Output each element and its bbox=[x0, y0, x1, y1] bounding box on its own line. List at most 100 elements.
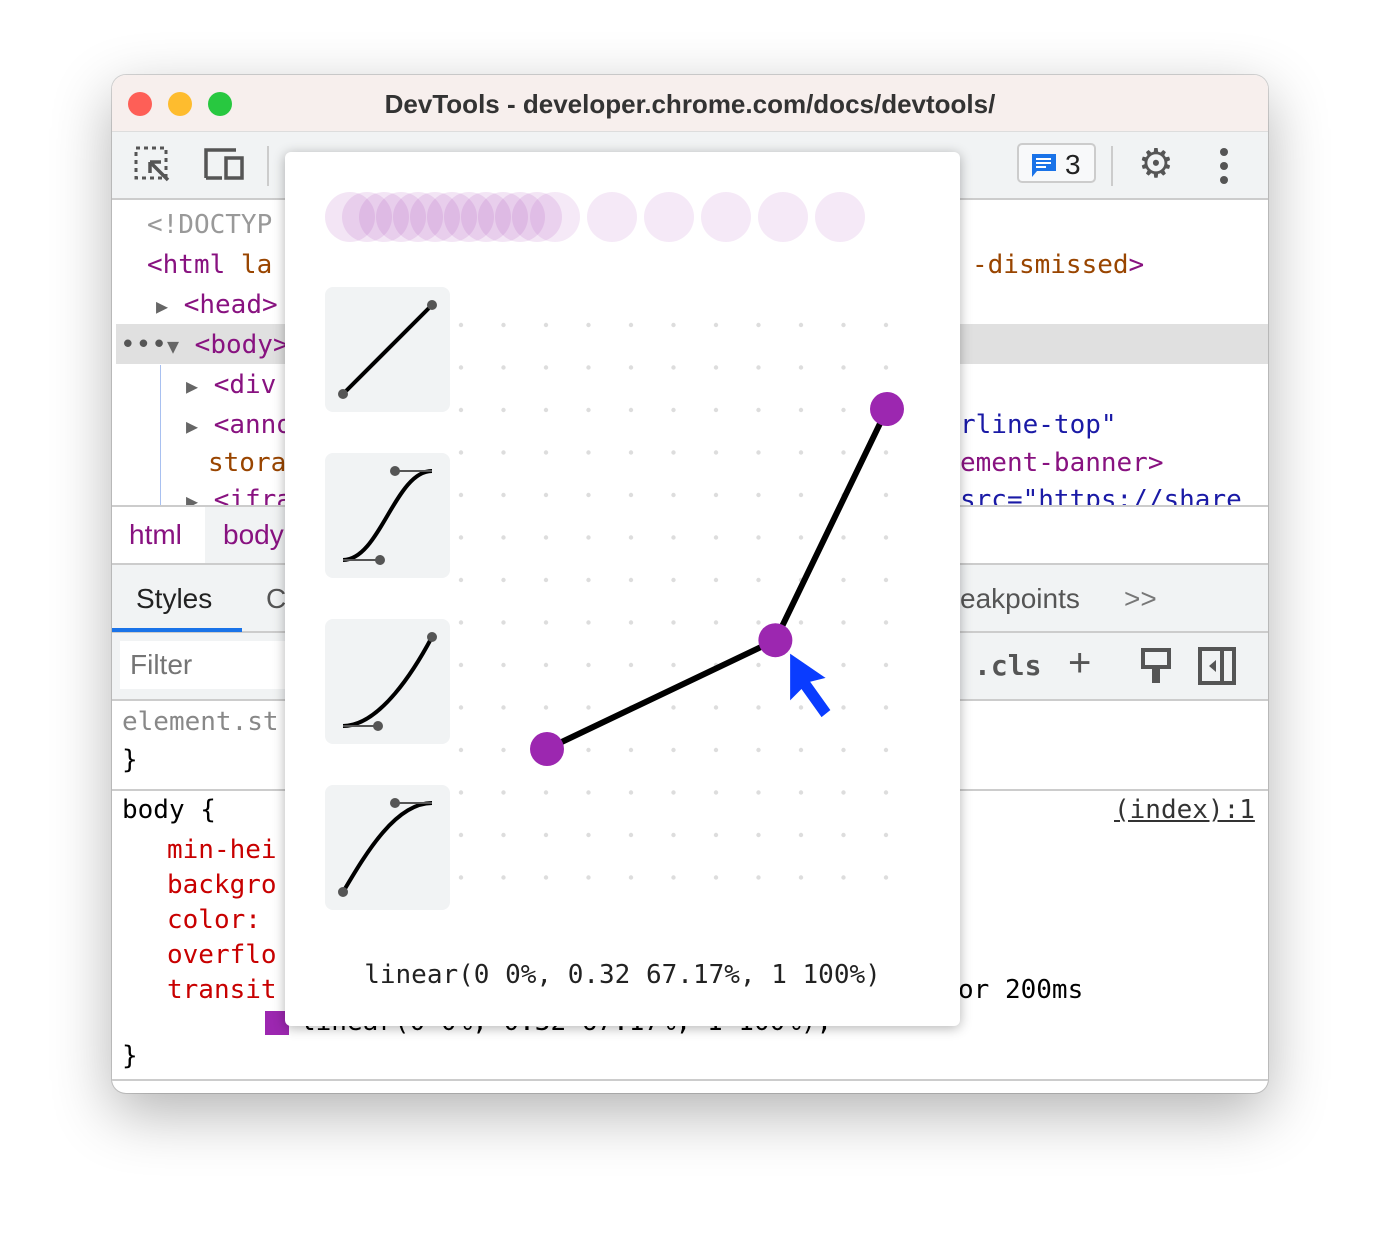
source-link[interactable]: (index):1 bbox=[1114, 795, 1255, 825]
grid-dot bbox=[756, 662, 761, 668]
grid-dot bbox=[543, 322, 549, 328]
grid-dot bbox=[756, 365, 761, 370]
grid-dot bbox=[713, 832, 719, 838]
doctype-node[interactable]: <!DOCTYP bbox=[147, 210, 273, 240]
grid-dot bbox=[883, 875, 889, 880]
preview-circle bbox=[587, 192, 637, 242]
issues-button[interactable]: 3 bbox=[1017, 143, 1096, 183]
linear-easing-graph[interactable] bbox=[285, 152, 960, 952]
preview-ghost-circle bbox=[495, 192, 545, 242]
grid-dot bbox=[798, 747, 804, 753]
grid-dot bbox=[841, 705, 846, 710]
grid-dot bbox=[713, 322, 719, 328]
preview-ghost-circle bbox=[325, 192, 375, 242]
expand-triangle-icon[interactable]: ▶ bbox=[186, 374, 199, 398]
toolbar-divider bbox=[267, 146, 269, 186]
grid-dot bbox=[798, 620, 804, 625]
ease-out-curve-icon bbox=[338, 798, 433, 897]
grid-dot bbox=[671, 875, 676, 880]
animation-preview[interactable] bbox=[285, 152, 960, 262]
grid-dot bbox=[543, 535, 549, 540]
paint-brush-icon[interactable] bbox=[1140, 647, 1172, 687]
preset-ease-out[interactable] bbox=[325, 785, 450, 910]
grid-dot bbox=[756, 620, 761, 625]
grid-dot bbox=[458, 365, 464, 370]
css-property[interactable]: transit bbox=[167, 975, 277, 1005]
toggle-sidebar-icon[interactable] bbox=[1198, 647, 1236, 685]
grid-dot bbox=[501, 620, 506, 625]
new-style-rule-icon[interactable]: + bbox=[1068, 641, 1092, 685]
css-property[interactable]: backgro bbox=[167, 870, 277, 900]
head-node[interactable]: ▶ <head> bbox=[156, 290, 278, 320]
ease-in-out-curve-icon bbox=[342, 466, 433, 565]
grid-dot bbox=[671, 705, 676, 710]
grid-dot bbox=[586, 450, 591, 455]
grid-dot bbox=[586, 620, 591, 625]
active-tab-indicator bbox=[112, 628, 242, 632]
announcement-node[interactable]: ▶ <anno bbox=[186, 410, 292, 440]
preview-ghost-circle bbox=[478, 192, 528, 242]
grid-dot bbox=[756, 535, 761, 540]
iframe-node[interactable]: ▶ <ifra bbox=[186, 485, 292, 505]
grid-dot bbox=[628, 450, 634, 455]
grid-dot bbox=[671, 365, 676, 370]
breadcrumb-html[interactable]: html bbox=[129, 519, 182, 550]
expand-triangle-icon[interactable]: ▶ bbox=[156, 294, 169, 318]
preset-ease-in[interactable] bbox=[325, 619, 450, 744]
settings-gear-icon[interactable]: ⚙ bbox=[1138, 142, 1174, 186]
grid-dot bbox=[713, 492, 719, 498]
body-node[interactable]: •••▼ <body> bbox=[120, 330, 289, 360]
div-node[interactable]: ▶ <div bbox=[186, 370, 276, 400]
css-property[interactable]: color: bbox=[167, 905, 261, 935]
collapse-triangle-icon[interactable]: ▼ bbox=[166, 334, 180, 358]
css-property[interactable]: min-hei bbox=[167, 835, 277, 865]
inspect-element-icon[interactable] bbox=[134, 146, 172, 184]
device-toggle-icon[interactable] bbox=[202, 146, 246, 184]
preview-ghost-circle bbox=[376, 192, 426, 242]
grid-dot bbox=[543, 705, 549, 710]
minimize-window-button[interactable] bbox=[168, 92, 192, 116]
grid-dot bbox=[841, 535, 846, 540]
html-node-tail: -dismissed> bbox=[972, 250, 1144, 280]
html-node[interactable]: <html la bbox=[147, 250, 272, 280]
control-point-handle[interactable] bbox=[758, 623, 793, 658]
grid-dot bbox=[841, 577, 846, 583]
grid-dot bbox=[798, 705, 804, 710]
end-brace: } bbox=[122, 1041, 138, 1071]
more-dots-icon[interactable]: ••• bbox=[120, 330, 167, 360]
grid-dot bbox=[543, 832, 549, 838]
css-property[interactable]: overflo bbox=[167, 940, 277, 970]
grid-dot bbox=[458, 492, 464, 498]
close-window-button[interactable] bbox=[128, 92, 152, 116]
tab-computed[interactable]: C bbox=[266, 583, 287, 614]
grid-dot bbox=[713, 535, 719, 540]
more-tabs-chevron-icon[interactable]: >> bbox=[1124, 583, 1157, 614]
grid-dot bbox=[628, 577, 634, 583]
grid-dot bbox=[883, 747, 889, 753]
grid-dot bbox=[713, 450, 719, 455]
grid-dot bbox=[671, 492, 676, 498]
tab-breakpoints[interactable]: eakpoints bbox=[960, 583, 1080, 614]
expand-triangle-icon[interactable]: ▶ bbox=[186, 414, 199, 438]
grid-dot bbox=[798, 832, 804, 838]
grid-dot bbox=[543, 620, 549, 625]
grid-dot bbox=[628, 535, 634, 540]
control-point-handle[interactable] bbox=[530, 732, 564, 766]
grid-dot bbox=[586, 535, 591, 540]
grid-dot bbox=[501, 747, 506, 753]
easing-value-text[interactable]: linear(0 0%, 0.32 67.17%, 1 100%) bbox=[364, 960, 881, 990]
grid-dot bbox=[458, 407, 464, 413]
window-title: DevTools - developer.chrome.com/docs/dev… bbox=[384, 89, 996, 119]
cls-button[interactable]: .cls bbox=[974, 649, 1042, 682]
preset-linear[interactable] bbox=[325, 287, 450, 412]
tree-guide-line bbox=[160, 365, 161, 505]
control-point-handle[interactable] bbox=[870, 392, 904, 426]
maximize-window-button[interactable] bbox=[208, 92, 232, 116]
transition-value-tail: or 200ms bbox=[958, 975, 1084, 1005]
grid-dot bbox=[756, 875, 761, 880]
grid-dot bbox=[883, 492, 889, 498]
tab-styles[interactable]: Styles bbox=[136, 583, 213, 614]
expand-triangle-icon[interactable]: ▶ bbox=[186, 489, 199, 505]
more-vert-icon[interactable] bbox=[1218, 148, 1230, 184]
preset-ease-in-out[interactable] bbox=[325, 453, 450, 578]
